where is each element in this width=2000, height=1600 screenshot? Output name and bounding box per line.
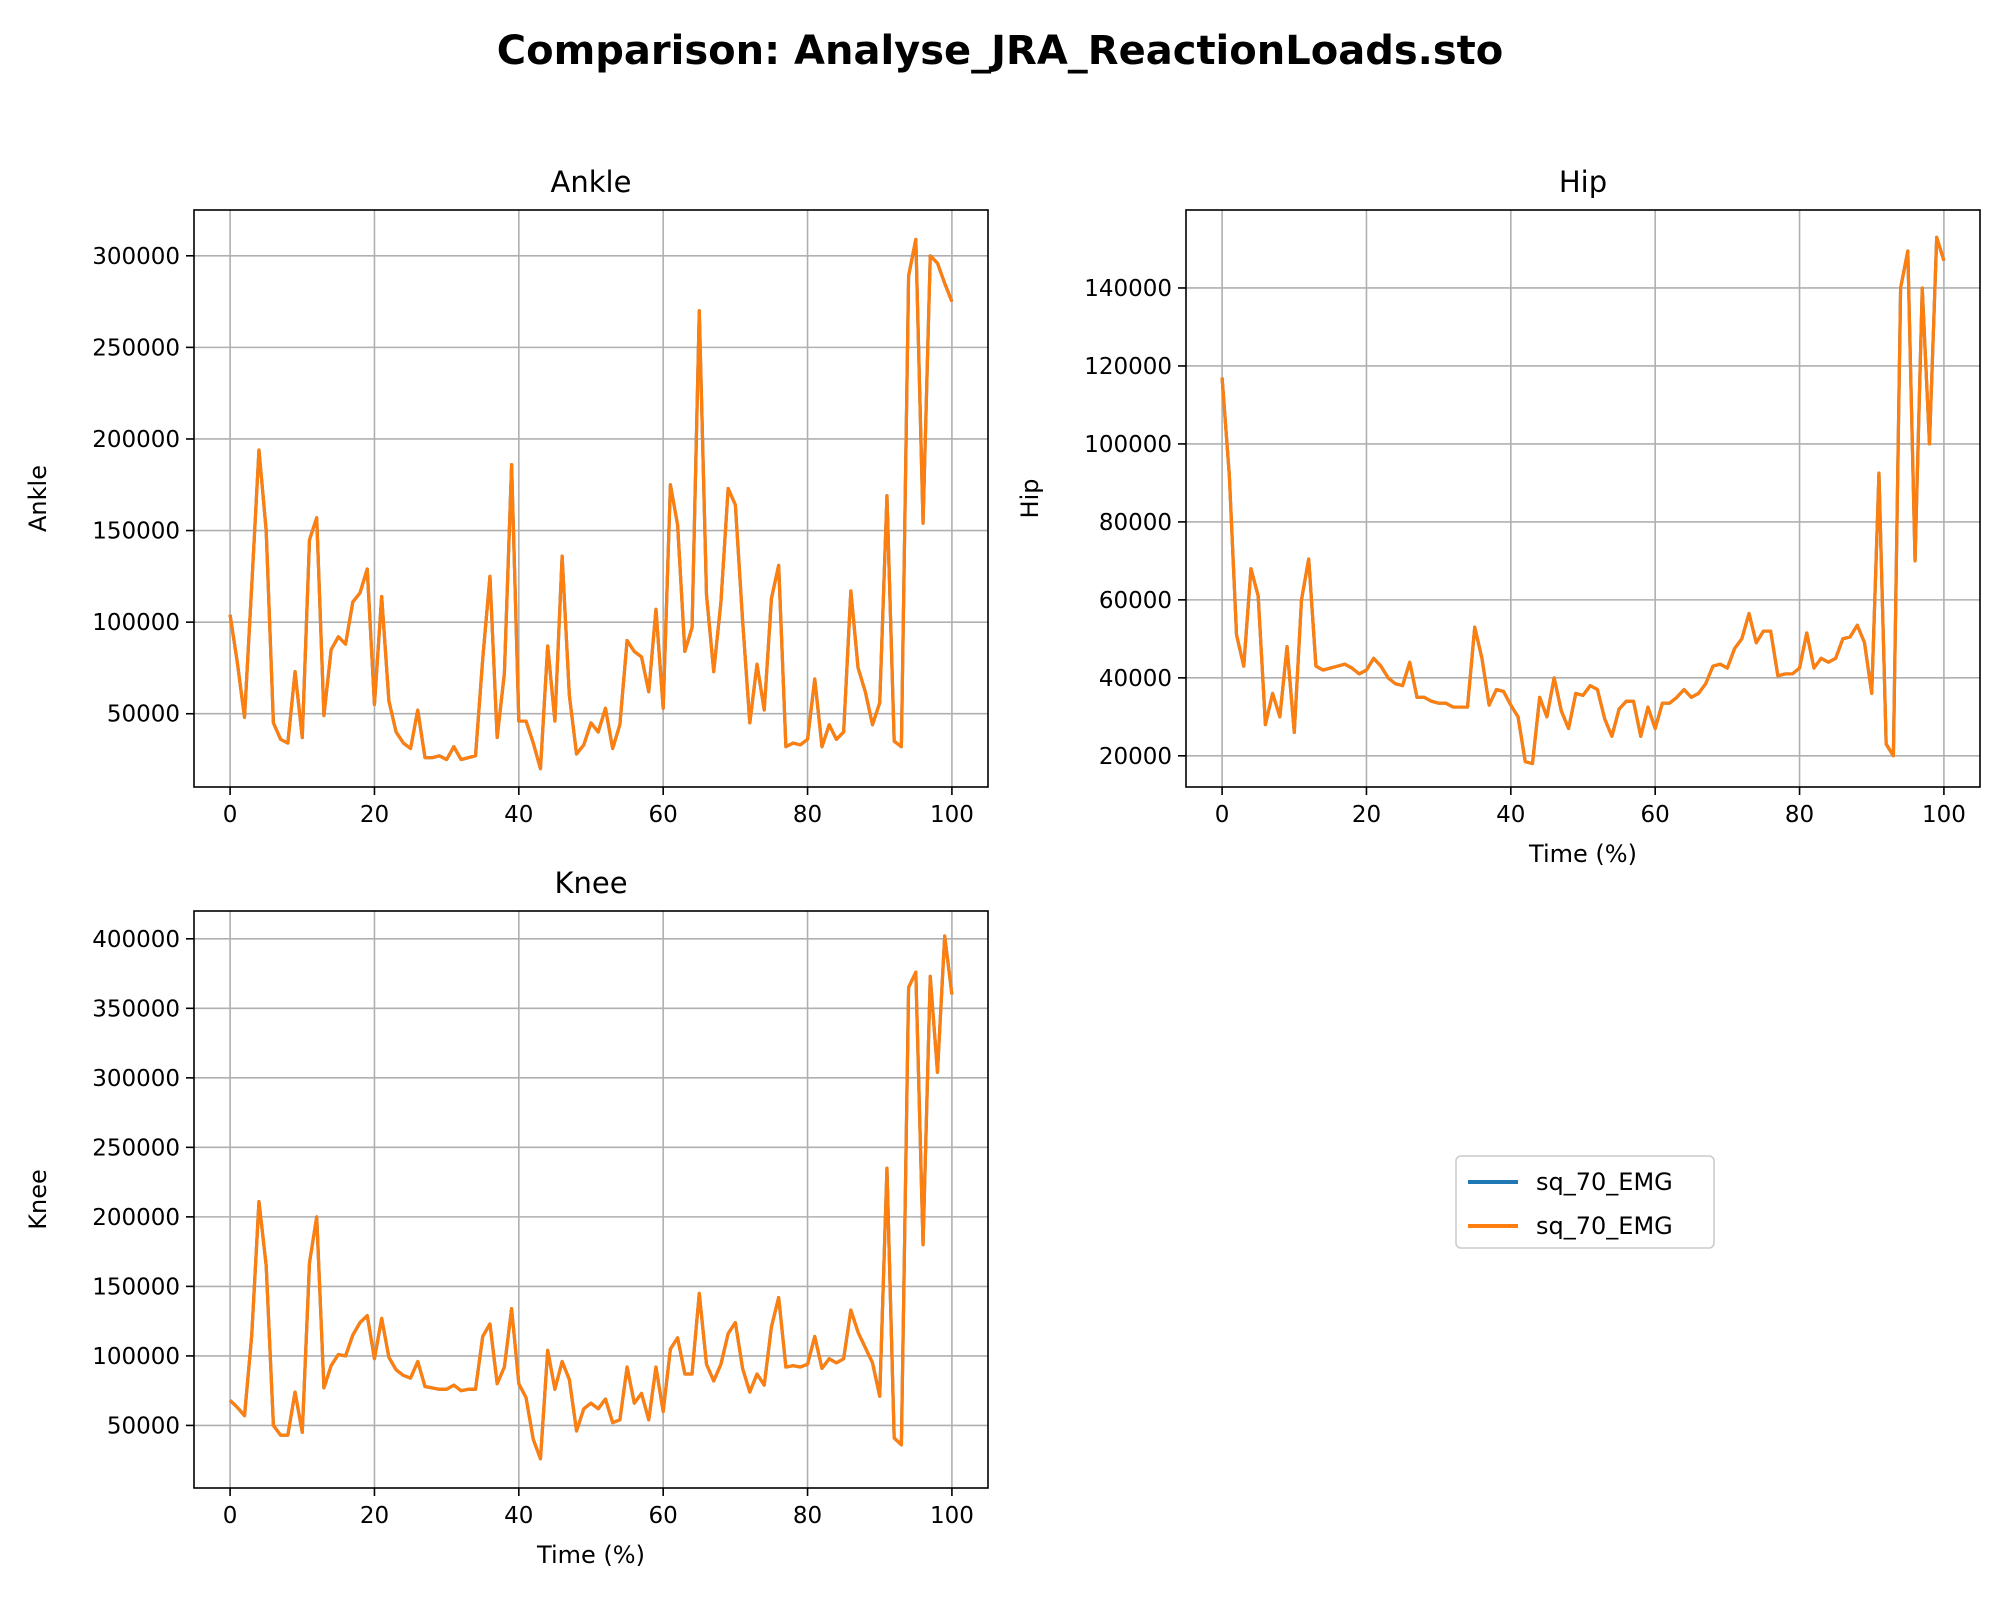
y-tick-label: 200000 bbox=[92, 427, 180, 453]
axes-title: Ankle bbox=[551, 165, 632, 199]
y-tick-label: 20000 bbox=[1099, 744, 1172, 770]
x-tick-label: 20 bbox=[360, 1503, 389, 1529]
x-tick-label: 60 bbox=[649, 1503, 678, 1529]
y-tick-label: 400000 bbox=[92, 927, 180, 953]
axes-title: Hip bbox=[1559, 165, 1607, 199]
x-tick-label: 40 bbox=[504, 802, 533, 828]
figure-title: Comparison: Analyse_JRA_ReactionLoads.st… bbox=[497, 28, 1503, 74]
y-tick-label: 150000 bbox=[92, 519, 180, 545]
axes-title: Knee bbox=[554, 866, 627, 900]
axes-container: 0 20 40 60 80 1005000010000015000020000025000… bbox=[24, 165, 1981, 1569]
y-tick-label: 100000 bbox=[1084, 432, 1172, 458]
y-axis-label: Hip bbox=[1016, 479, 1044, 519]
x-tick-label: 40 bbox=[1496, 802, 1525, 828]
legend-frame bbox=[1455, 1155, 1715, 1249]
y-tick-label: 350000 bbox=[92, 996, 180, 1022]
y-axis-label: Ankle bbox=[24, 465, 52, 532]
y-tick-label: 120000 bbox=[1084, 354, 1172, 380]
y-tick-label: 300000 bbox=[92, 1066, 180, 1092]
axes-frame bbox=[1185, 209, 1981, 788]
x-tick-label: 80 bbox=[1785, 802, 1814, 828]
axes-frame bbox=[193, 910, 989, 1489]
x-tick-label: 80 bbox=[793, 802, 822, 828]
legend-label-1: sq_70_EMG bbox=[1536, 1168, 1673, 1196]
legend: sq_70_EMG sq_70_EMG bbox=[1455, 1155, 1715, 1249]
y-tick-label: 150000 bbox=[92, 1274, 180, 1300]
y-tick-label: 250000 bbox=[92, 1135, 180, 1161]
legend-label-2: sq_70_EMG bbox=[1536, 1212, 1673, 1240]
axes-ankle: 0 20 40 60 80 100 50000 100000 150000 200000 25000… bbox=[24, 165, 989, 828]
x-tick-label: 20 bbox=[1352, 802, 1381, 828]
y-tick-label: 100000 bbox=[92, 610, 180, 636]
x-tick-label: 60 bbox=[649, 802, 678, 828]
y-tick-label: 50000 bbox=[107, 1413, 180, 1439]
x-tick-label: 20 bbox=[360, 802, 389, 828]
axes-frame bbox=[193, 209, 989, 788]
y-tick-label: 140000 bbox=[1084, 276, 1172, 302]
y-tick-label: 50000 bbox=[107, 702, 180, 728]
x-tick-label: 0 bbox=[1215, 802, 1230, 828]
series-line-2 bbox=[1220, 235, 1946, 766]
x-axis-label: Time (%) bbox=[536, 1541, 645, 1569]
y-tick-label: 80000 bbox=[1099, 510, 1172, 536]
x-tick-label: 80 bbox=[793, 1503, 822, 1529]
x-axis-label: Time (%) bbox=[1528, 840, 1637, 868]
axes-knee: 0 20 40 60 80 100 50000 100000 150000 200000 25000… bbox=[24, 866, 989, 1569]
y-tick-label: 40000 bbox=[1099, 666, 1172, 692]
x-tick-label: 60 bbox=[1641, 802, 1670, 828]
x-tick-label: 100 bbox=[1922, 802, 1966, 828]
x-tick-label: 100 bbox=[930, 1503, 974, 1529]
y-tick-label: 60000 bbox=[1099, 588, 1172, 614]
y-tick-label: 200000 bbox=[92, 1205, 180, 1231]
y-tick-label: 250000 bbox=[92, 335, 180, 361]
x-tick-label: 0 bbox=[223, 802, 238, 828]
x-tick-label: 0 bbox=[223, 1503, 238, 1529]
x-tick-label: 40 bbox=[504, 1503, 533, 1529]
series-line-2 bbox=[228, 237, 954, 771]
x-tick-label: 100 bbox=[930, 802, 974, 828]
y-axis-label: Knee bbox=[24, 1169, 52, 1229]
y-tick-label: 300000 bbox=[92, 244, 180, 270]
y-tick-label: 100000 bbox=[92, 1344, 180, 1370]
axes-hip: 0 20 40 60 80 100 20000 40000 60000 80000 100000 12… bbox=[1016, 165, 1981, 868]
series-line-2 bbox=[228, 934, 954, 1461]
